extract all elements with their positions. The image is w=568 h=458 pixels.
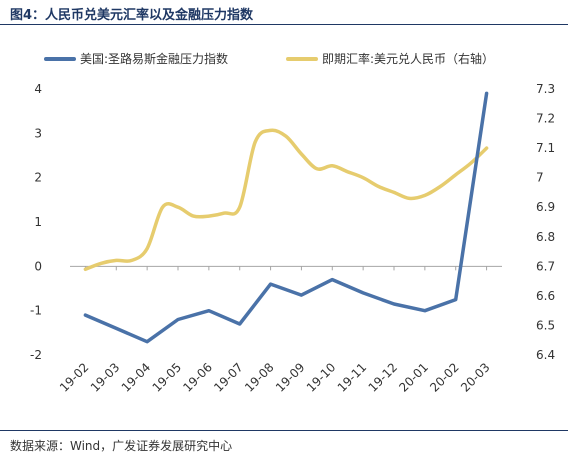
y-right-tick-label: 6.5 — [536, 318, 555, 332]
y-right-tick-label: 6.7 — [536, 259, 555, 273]
source-bar: 数据来源：Wind，广发证券发展研究中心 — [0, 430, 568, 458]
y-left-tick-label: 2 — [34, 171, 42, 185]
y-left-tick-label: -2 — [30, 348, 42, 362]
x-tick-label: 19-06 — [180, 360, 215, 395]
x-tick-label: 19-11 — [335, 360, 370, 395]
y-left-tick-label: 3 — [34, 126, 42, 140]
source-note: 数据来源：Wind，广发证券发展研究中心 — [10, 439, 233, 453]
x-tick-label: 19-12 — [366, 360, 401, 395]
y-left-tick-label: 0 — [34, 259, 42, 273]
x-tick-label: 19-10 — [304, 360, 339, 395]
y-right-tick-label: 7.3 — [536, 82, 555, 96]
y-right-tick-label: 7 — [536, 171, 544, 185]
y-right-tick-label: 7.2 — [536, 112, 555, 126]
title-bar: 图4：人民币兑美元汇率以及金融压力指数 — [0, 0, 568, 25]
x-tick-label: 19-09 — [273, 360, 308, 395]
y-left-tick-label: 1 — [34, 215, 42, 229]
axes: 4 3 2 1 0 -1 -2 7.3 7.2 7.1 7 6.9 6.8 6.7 6.6 6.5 6.4 19-… — [30, 82, 555, 395]
chart-svg: 美国:圣路易斯金融压力指数 即期汇率:美元兑人民币（右轴） 4 3 2 1 0 -1 -2 7… — [30, 51, 555, 395]
x-tick-label: 19-02 — [57, 360, 92, 395]
y-right-tick-label: 6.8 — [536, 230, 555, 244]
y-right-tick-label: 6.6 — [536, 289, 555, 303]
legend: 美国:圣路易斯金融压力指数 即期汇率:美元兑人民币（右轴） — [44, 51, 494, 66]
x-tick-label: 19-05 — [150, 360, 185, 395]
y-right-tick-label: 6.9 — [536, 200, 555, 214]
legend-label-fx: 即期汇率:美元兑人民币（右轴） — [322, 51, 494, 66]
x-tick-label: 20-01 — [396, 360, 431, 395]
x-tick-label: 19-04 — [119, 360, 154, 395]
y-left-tick-label: 4 — [34, 82, 42, 96]
series-line-stress-index — [83, 91, 489, 344]
x-tick-label: 20-03 — [458, 360, 493, 395]
chart-title: 图4：人民币兑美元汇率以及金融压力指数 — [10, 8, 254, 23]
chart-area: 美国:圣路易斯金融压力指数 即期汇率:美元兑人民币（右轴） 4 3 2 1 0 -1 -2 7… — [0, 30, 568, 416]
series-line-fx-rate — [83, 128, 489, 272]
x-tick-label: 19-08 — [242, 360, 277, 395]
plot-lines — [83, 91, 489, 344]
x-tick-label: 20-02 — [427, 360, 462, 395]
x-tick-label: 19-03 — [88, 360, 123, 395]
x-tick-label: 19-07 — [211, 360, 246, 395]
y-right-tick-label: 7.1 — [536, 141, 555, 155]
legend-label-stress: 美国:圣路易斯金融压力指数 — [80, 51, 228, 66]
y-left-tick-label: -1 — [30, 304, 42, 318]
y-right-tick-label: 6.4 — [536, 348, 555, 362]
